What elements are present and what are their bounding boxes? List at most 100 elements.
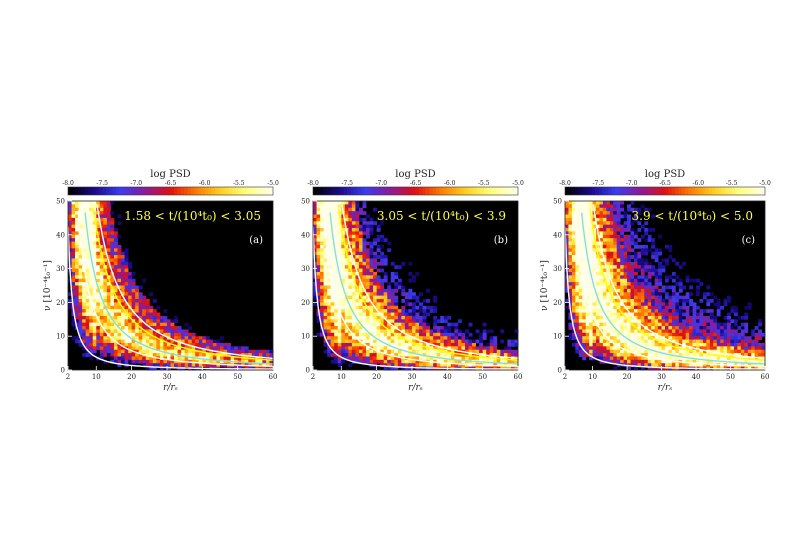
heatmap-cell xyxy=(514,353,519,357)
heatmap-cell xyxy=(730,326,735,330)
heatmap-cell xyxy=(565,248,569,253)
heatmap-cell xyxy=(99,353,104,357)
heatmap-cell xyxy=(163,322,168,327)
heatmap-cell xyxy=(514,359,519,364)
heatmap-cell xyxy=(78,278,83,283)
plot-frame xyxy=(67,200,274,371)
heatmap-cell xyxy=(565,201,569,205)
heatmap-cell xyxy=(394,288,399,293)
heatmap-cell xyxy=(92,278,97,283)
heatmap-cell xyxy=(323,261,328,266)
heatmap-cell xyxy=(709,312,714,317)
heatmap-cell xyxy=(152,349,157,354)
heatmap-cell xyxy=(106,342,111,347)
heatmap-cell xyxy=(689,359,693,364)
heatmap-cell xyxy=(341,359,346,364)
colorbar-swatch xyxy=(675,187,679,195)
heatmap-cell xyxy=(571,204,576,209)
heatmap-cell xyxy=(596,217,600,222)
heatmap-cell xyxy=(85,261,90,266)
heatmap-cell xyxy=(675,363,680,368)
heatmap-cell xyxy=(110,353,115,357)
heatmap-cell xyxy=(454,339,459,344)
heatmap-cell xyxy=(585,342,590,347)
heatmap-cell xyxy=(630,302,635,307)
heatmap-cell xyxy=(443,363,448,368)
heatmap-cell xyxy=(82,282,87,286)
heatmap-cell xyxy=(571,207,576,212)
heatmap-cell xyxy=(503,349,508,354)
heatmap-cell xyxy=(429,329,434,334)
heatmap-cell xyxy=(606,295,611,300)
heatmap-cell xyxy=(390,356,395,361)
heatmap-cell xyxy=(633,251,638,256)
heatmap-cell xyxy=(702,339,707,344)
heatmap-cell xyxy=(589,305,593,310)
colorbar-swatch xyxy=(459,187,464,195)
heatmap-cell xyxy=(415,356,420,361)
heatmap-cell xyxy=(316,271,321,276)
heatmap-cell xyxy=(633,322,638,327)
heatmap-cell xyxy=(709,356,714,361)
heatmap-cell xyxy=(369,302,374,307)
colorbar-swatch xyxy=(490,187,495,195)
colorbar-tick-label: -8.0 xyxy=(307,180,319,187)
heatmap-cell xyxy=(320,322,325,327)
colorbar-swatch xyxy=(122,187,127,195)
heatmap-cell xyxy=(230,349,235,354)
heatmap-cell xyxy=(78,248,83,253)
colorbar-swatch xyxy=(453,187,458,195)
heatmap-cell xyxy=(675,319,680,324)
heatmap-cell xyxy=(323,275,328,280)
heatmap-cell xyxy=(390,278,395,283)
heatmap-cell xyxy=(103,201,108,205)
heatmap-cell xyxy=(578,251,583,256)
x-tick-label: 20 xyxy=(127,373,136,381)
heatmap-cell xyxy=(654,326,659,330)
heatmap-cell xyxy=(633,332,638,337)
heatmap-cell xyxy=(334,292,339,297)
heatmap-cell xyxy=(689,332,693,337)
heatmap-cell xyxy=(589,244,593,249)
heatmap-cell xyxy=(103,238,108,242)
heatmap-cell xyxy=(596,271,600,276)
heatmap-cell xyxy=(348,268,353,273)
heatmap-cell xyxy=(565,231,569,236)
heatmap-cell xyxy=(443,339,448,344)
heatmap-cell xyxy=(142,305,147,310)
heatmap-cell xyxy=(668,305,673,310)
heatmap-cell xyxy=(390,315,395,320)
heatmap-cell xyxy=(723,336,728,340)
heatmap-cell xyxy=(627,346,631,351)
heatmap-cell xyxy=(433,336,438,340)
heatmap-cell xyxy=(606,359,611,364)
heatmap-cell xyxy=(716,302,721,307)
heatmap-cell xyxy=(68,244,72,249)
heatmap-cell xyxy=(373,353,378,357)
heatmap-cell xyxy=(761,332,766,337)
heatmap-cell xyxy=(174,349,178,354)
heatmap-cell xyxy=(316,332,321,337)
colorbar-swatch xyxy=(728,187,733,195)
heatmap-cell xyxy=(103,332,108,337)
heatmap-cell xyxy=(613,319,618,324)
heatmap-cell xyxy=(565,241,569,246)
heatmap-cell xyxy=(709,326,714,330)
heatmap-cell xyxy=(89,275,94,280)
heatmap-cell xyxy=(568,326,573,330)
heatmap-cell xyxy=(702,342,707,347)
heatmap-cell xyxy=(334,305,339,310)
heatmap-cell xyxy=(585,295,590,300)
heatmap-cell xyxy=(596,342,600,347)
heatmap-cell xyxy=(177,356,182,361)
heatmap-cell xyxy=(582,261,587,266)
heatmap-cell xyxy=(510,349,515,354)
heatmap-cell xyxy=(475,339,480,344)
heatmap-cell xyxy=(647,295,652,300)
heatmap-cell xyxy=(337,292,342,297)
heatmap-cell xyxy=(145,299,150,303)
heatmap-cell xyxy=(599,261,604,266)
heatmap-cell xyxy=(78,214,83,219)
heatmap-cell xyxy=(630,288,635,293)
heatmap-cell xyxy=(103,299,108,303)
